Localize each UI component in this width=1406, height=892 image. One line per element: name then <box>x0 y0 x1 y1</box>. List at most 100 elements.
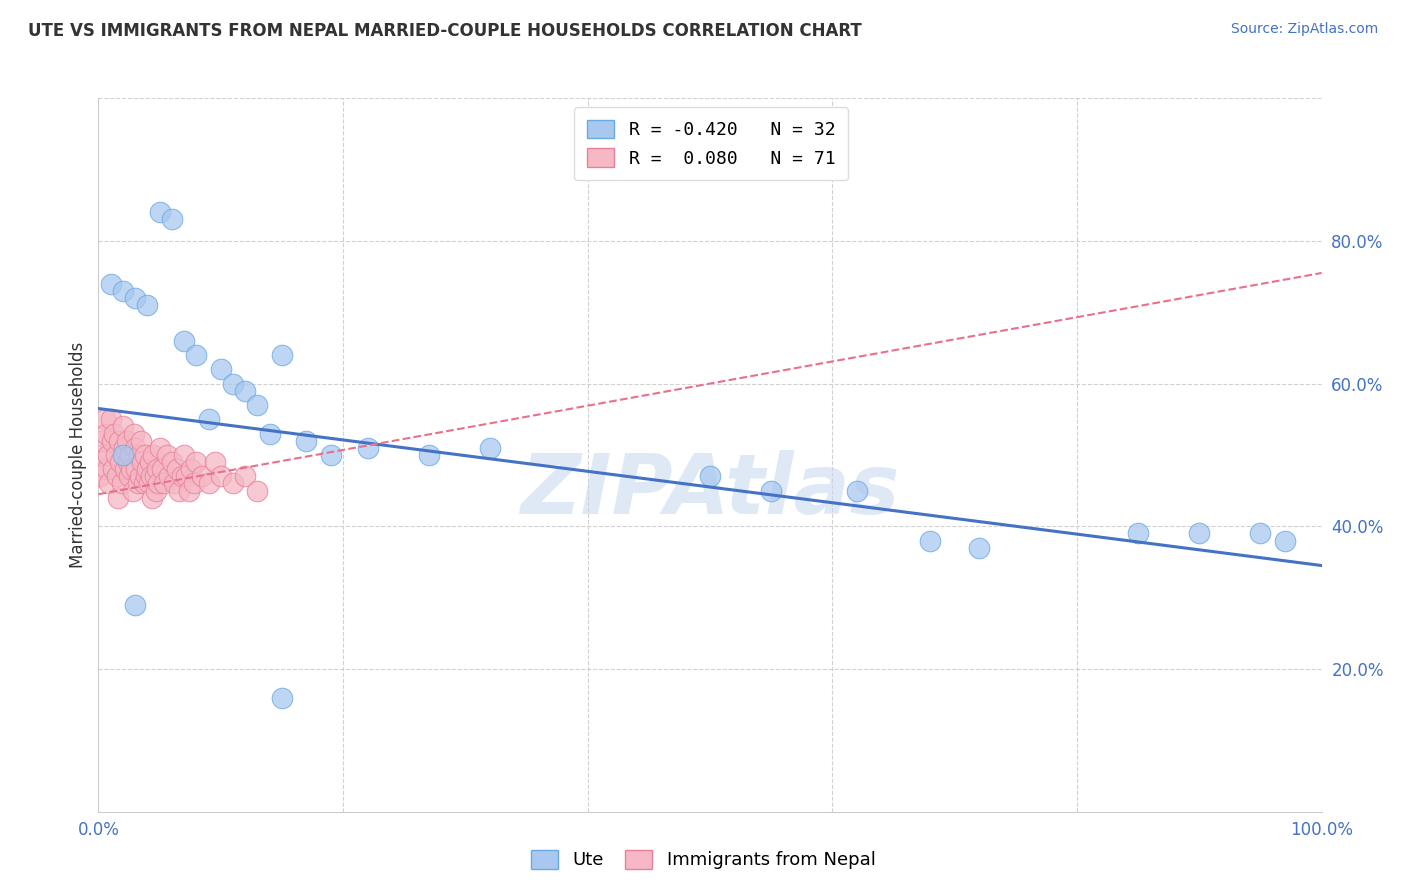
Point <box>150 462 173 476</box>
Point <box>186 348 208 362</box>
Point <box>270 348 294 362</box>
Point <box>177 483 200 498</box>
Text: UTE VS IMMIGRANTS FROM NEPAL MARRIED-COUPLE HOUSEHOLDS CORRELATION CHART: UTE VS IMMIGRANTS FROM NEPAL MARRIED-COU… <box>28 22 862 40</box>
Point <box>134 448 156 462</box>
Point <box>163 476 186 491</box>
Point <box>149 205 172 219</box>
Point <box>197 412 219 426</box>
Point <box>246 483 269 498</box>
Point <box>270 690 294 705</box>
Point <box>105 469 128 483</box>
Point <box>124 291 146 305</box>
Point <box>101 434 124 448</box>
Point <box>135 469 157 483</box>
Point <box>143 469 166 483</box>
Point <box>93 412 115 426</box>
Point <box>699 469 721 483</box>
Point <box>111 419 134 434</box>
Point <box>176 469 198 483</box>
Point <box>418 448 440 462</box>
Point <box>1188 526 1211 541</box>
Point <box>97 448 120 462</box>
Point <box>124 598 146 612</box>
Point <box>1274 533 1296 548</box>
Point <box>131 455 153 469</box>
Point <box>222 376 245 391</box>
Point <box>114 462 136 476</box>
Point <box>96 462 118 476</box>
Point <box>146 462 169 476</box>
Point <box>191 469 214 483</box>
Point <box>173 448 195 462</box>
Point <box>112 441 135 455</box>
Point <box>111 284 134 298</box>
Point <box>136 462 159 476</box>
Point <box>204 455 226 469</box>
Point <box>233 469 256 483</box>
Point <box>139 455 162 469</box>
Point <box>103 426 125 441</box>
Point <box>107 491 129 505</box>
Point <box>149 441 172 455</box>
Point <box>160 455 183 469</box>
Point <box>478 441 501 455</box>
Point <box>319 448 342 462</box>
Point <box>111 476 134 491</box>
Point <box>183 476 205 491</box>
Point <box>100 277 122 291</box>
Text: Source: ZipAtlas.com: Source: ZipAtlas.com <box>1230 22 1378 37</box>
Point <box>259 426 281 441</box>
Point <box>118 469 141 483</box>
Point <box>89 469 111 483</box>
Point <box>91 434 114 448</box>
Point <box>90 448 112 462</box>
Point <box>156 448 179 462</box>
Point <box>153 476 176 491</box>
Point <box>186 455 208 469</box>
Point <box>138 476 160 491</box>
Point <box>139 469 162 483</box>
Legend: R = -0.420   N = 32, R =  0.080   N = 71: R = -0.420 N = 32, R = 0.080 N = 71 <box>575 107 848 180</box>
Point <box>100 412 122 426</box>
Point <box>209 362 232 376</box>
Point <box>295 434 318 448</box>
Point <box>920 533 942 548</box>
Point <box>157 469 180 483</box>
Point <box>136 298 159 312</box>
Point <box>120 462 142 476</box>
Point <box>94 426 117 441</box>
Legend: Ute, Immigrants from Nepal: Ute, Immigrants from Nepal <box>522 841 884 879</box>
Point <box>145 483 167 498</box>
Point <box>142 448 165 462</box>
Point <box>141 491 163 505</box>
Point <box>761 483 783 498</box>
Point <box>129 434 152 448</box>
Point <box>120 448 142 462</box>
Y-axis label: Married-couple Households: Married-couple Households <box>69 342 87 568</box>
Point <box>115 434 138 448</box>
Point <box>180 462 202 476</box>
Point <box>129 469 152 483</box>
Point <box>356 441 378 455</box>
Point <box>170 469 193 483</box>
Point <box>132 476 155 491</box>
Point <box>110 455 132 469</box>
Point <box>121 483 143 498</box>
Point <box>222 476 245 491</box>
Point <box>117 455 139 469</box>
Point <box>124 441 146 455</box>
Point <box>845 483 868 498</box>
Point <box>246 398 269 412</box>
Point <box>104 448 127 462</box>
Point <box>111 448 134 462</box>
Point <box>98 476 121 491</box>
Point <box>197 476 219 491</box>
Point <box>173 334 195 348</box>
Point <box>122 426 145 441</box>
Point <box>160 212 183 227</box>
Point <box>1128 526 1150 541</box>
Point <box>108 434 131 448</box>
Point <box>128 448 150 462</box>
Point <box>127 476 149 491</box>
Text: ZIPAtlas: ZIPAtlas <box>520 450 900 531</box>
